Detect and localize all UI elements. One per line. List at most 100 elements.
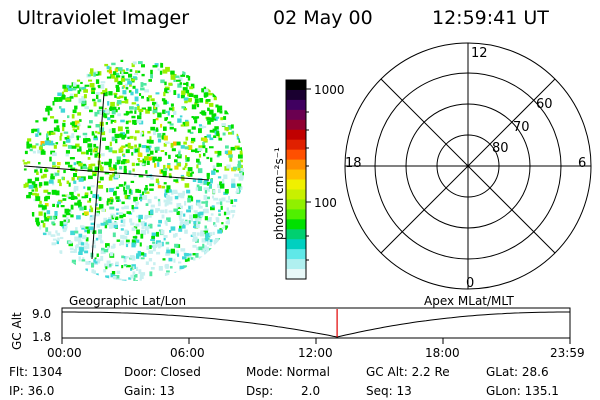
image-pixel bbox=[76, 126, 80, 130]
image-pixel bbox=[183, 97, 189, 101]
image-pixel bbox=[132, 209, 135, 213]
image-pixel bbox=[180, 221, 185, 224]
image-pixel bbox=[185, 155, 187, 160]
image-pixel bbox=[136, 266, 139, 271]
image-pixel bbox=[94, 153, 98, 158]
image-pixel bbox=[82, 132, 88, 136]
image-pixel bbox=[220, 201, 223, 206]
image-pixel bbox=[169, 168, 173, 171]
image-pixel bbox=[57, 162, 61, 166]
image-pixel bbox=[116, 239, 121, 242]
image-pixel bbox=[140, 132, 143, 137]
image-pixel bbox=[238, 155, 242, 158]
image-pixel bbox=[217, 176, 222, 179]
image-pixel bbox=[129, 255, 135, 259]
image-pixel bbox=[164, 110, 168, 114]
image-pixel bbox=[96, 223, 101, 228]
image-pixel bbox=[179, 225, 182, 231]
image-pixel bbox=[139, 274, 144, 279]
image-pixel bbox=[107, 117, 111, 121]
image-pixel bbox=[131, 78, 135, 82]
image-pixel bbox=[90, 68, 94, 73]
image-pixel bbox=[124, 83, 128, 89]
image-pixel bbox=[83, 138, 88, 144]
image-pixel bbox=[29, 148, 33, 152]
image-pixel bbox=[213, 135, 217, 138]
image-pixel bbox=[73, 249, 77, 253]
image-pixel bbox=[135, 223, 140, 227]
image-pixel bbox=[83, 163, 86, 166]
image-pixel bbox=[209, 185, 212, 189]
image-pixel bbox=[157, 112, 162, 118]
image-pixel bbox=[150, 74, 153, 79]
image-pixel bbox=[221, 222, 224, 225]
image-pixel bbox=[123, 258, 127, 263]
image-pixel bbox=[188, 220, 191, 224]
image-pixel bbox=[184, 100, 188, 104]
timeline-ytick-top: 9.0 bbox=[32, 307, 52, 321]
image-pixel bbox=[62, 144, 68, 147]
image-pixel bbox=[203, 86, 207, 92]
lat-label-70: 70 bbox=[513, 120, 530, 135]
image-pixel bbox=[85, 261, 90, 265]
image-pixel bbox=[224, 127, 229, 131]
status-dsp-label: Dsp: bbox=[246, 384, 274, 398]
image-pixel bbox=[62, 120, 66, 122]
image-pixel bbox=[73, 196, 77, 199]
image-pixel bbox=[132, 61, 137, 65]
image-pixel bbox=[127, 136, 130, 140]
image-pixel bbox=[28, 192, 33, 195]
image-pixel bbox=[226, 164, 231, 169]
image-pixel bbox=[136, 239, 140, 243]
image-pixel bbox=[228, 150, 233, 155]
image-pixel bbox=[150, 69, 153, 75]
image-pixel bbox=[216, 163, 219, 166]
image-pixel bbox=[136, 254, 140, 259]
image-pixel bbox=[38, 162, 41, 165]
image-pixel bbox=[152, 241, 156, 244]
image-pixel bbox=[58, 199, 63, 203]
image-pixel bbox=[125, 120, 129, 125]
image-pixel bbox=[100, 92, 104, 95]
image-pixel bbox=[75, 227, 78, 232]
image-pixel bbox=[91, 87, 96, 91]
image-pixel bbox=[70, 250, 76, 253]
image-pixel bbox=[141, 229, 146, 235]
image-pixel bbox=[132, 85, 136, 89]
image-pixel bbox=[87, 74, 92, 77]
image-pixel bbox=[198, 128, 202, 134]
image-pixel bbox=[126, 264, 131, 268]
image-pixel bbox=[158, 266, 163, 271]
image-pixel bbox=[145, 226, 150, 229]
image-pixel bbox=[218, 163, 222, 167]
colorbar-band bbox=[286, 269, 306, 280]
image-pixel bbox=[108, 217, 111, 221]
image-pixel bbox=[119, 95, 124, 99]
image-pixel bbox=[138, 108, 144, 112]
image-pixel bbox=[105, 243, 110, 248]
image-pixel bbox=[177, 118, 182, 123]
image-pixel bbox=[183, 213, 186, 217]
image-pixel bbox=[23, 183, 27, 188]
image-pixel bbox=[67, 85, 72, 90]
image-pixel bbox=[107, 246, 110, 250]
image-pixel bbox=[206, 156, 210, 160]
image-pixel bbox=[84, 195, 89, 198]
status-dsp-value: 2.0 bbox=[301, 384, 321, 398]
image-pixel bbox=[118, 184, 124, 187]
image-pixel bbox=[141, 95, 144, 99]
image-pixel bbox=[109, 206, 115, 210]
image-pixel bbox=[89, 72, 93, 77]
image-pixel bbox=[73, 187, 76, 193]
image-pixel bbox=[129, 135, 134, 139]
status-gain: Gain: 13 bbox=[124, 384, 175, 398]
image-pixel bbox=[43, 212, 47, 218]
image-pixel bbox=[94, 166, 99, 171]
image-pixel bbox=[103, 217, 107, 222]
image-pixel bbox=[69, 93, 74, 98]
image-pixel bbox=[62, 198, 67, 201]
colorbar-tick-1000: 1000 bbox=[314, 83, 345, 97]
image-pixel bbox=[107, 198, 110, 202]
image-pixel bbox=[185, 89, 190, 94]
image-pixel bbox=[157, 133, 162, 138]
